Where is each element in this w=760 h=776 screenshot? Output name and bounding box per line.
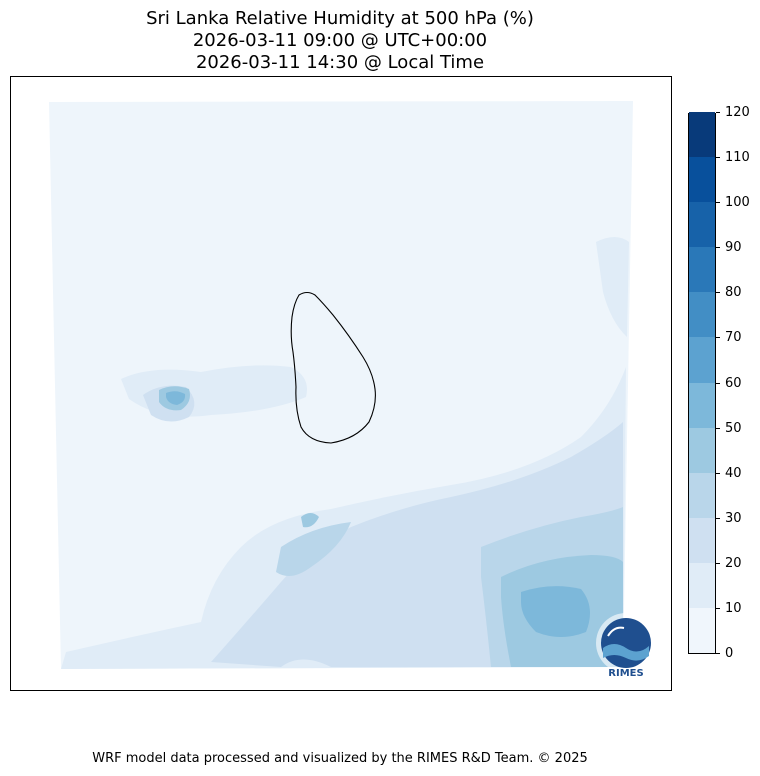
colorbar-tick-mark xyxy=(716,382,720,384)
colorbar-segment xyxy=(689,202,715,248)
colorbar-tick-label: 90 xyxy=(725,240,742,256)
local-time: 2026-03-11 14:30 @ Local Time xyxy=(195,52,485,73)
colorbar-tick-label: 50 xyxy=(725,420,742,436)
colorbar-tick-mark xyxy=(716,562,720,564)
colorbar-tick-label: 30 xyxy=(725,510,742,526)
humidity-contour-50-60 xyxy=(301,513,319,528)
colorbar-tick-label: 120 xyxy=(725,105,750,120)
humidity-contour-10-20 xyxy=(596,237,629,337)
sri-lanka-coastline xyxy=(290,291,376,444)
colorbar-tick-label: 60 xyxy=(725,375,742,391)
colorbar-tick-label: 20 xyxy=(725,555,742,571)
colorbar-segment xyxy=(689,472,715,518)
humidity-contour-30-40 xyxy=(276,522,351,576)
colorbar-tick-mark xyxy=(716,202,720,204)
colorbar-tick-mark xyxy=(716,247,720,249)
colorbar-segment xyxy=(689,247,715,293)
colorbar xyxy=(688,112,716,654)
colorbar-tick-label: 40 xyxy=(725,465,742,481)
colorbar-tick-label: 110 xyxy=(725,150,750,166)
colorbar-tick-label: 70 xyxy=(725,330,742,346)
colorbar-segment xyxy=(689,382,715,428)
colorbar-segment xyxy=(689,517,715,563)
humidity-contour-50-60 xyxy=(166,391,186,405)
map-panel xyxy=(10,76,672,691)
colorbar-segment xyxy=(689,562,715,608)
utc-time: 2026-03-11 09:00 @ UTC+00:00 xyxy=(192,30,488,51)
humidity-map xyxy=(49,101,633,669)
colorbar-tick-mark xyxy=(716,337,720,339)
colorbar-tick-label: 0 xyxy=(725,646,734,661)
colorbar-tick-mark xyxy=(716,472,720,474)
colorbar-tick-mark xyxy=(716,427,720,429)
colorbar-tick-mark xyxy=(716,112,720,113)
map-title: Sri Lanka Relative Humidity at 500 hPa (… xyxy=(146,8,534,29)
colorbar-segment xyxy=(689,112,715,158)
logo-label: RIMES xyxy=(608,668,643,678)
colorbar-segment xyxy=(689,157,715,203)
colorbar-tick-label: 10 xyxy=(725,600,742,616)
humidity-contour-50-60 xyxy=(521,586,590,637)
colorbar-tick-mark xyxy=(716,517,720,519)
colorbar-tick-mark xyxy=(716,157,720,159)
colorbar-segment xyxy=(689,427,715,473)
colorbar-tick-label: 80 xyxy=(725,285,742,301)
colorbar-segment xyxy=(689,292,715,338)
colorbar-tick-mark xyxy=(716,292,720,294)
colorbar-segment xyxy=(689,337,715,383)
colorbar-segment xyxy=(689,607,715,653)
colorbar-tick-mark xyxy=(716,607,720,609)
rimes-logo-icon: RIMES xyxy=(594,612,658,679)
footer-credit: WRF model data processed and visualized … xyxy=(92,751,588,766)
colorbar-tick-mark xyxy=(716,653,720,654)
colorbar-tick-label: 100 xyxy=(725,195,750,211)
